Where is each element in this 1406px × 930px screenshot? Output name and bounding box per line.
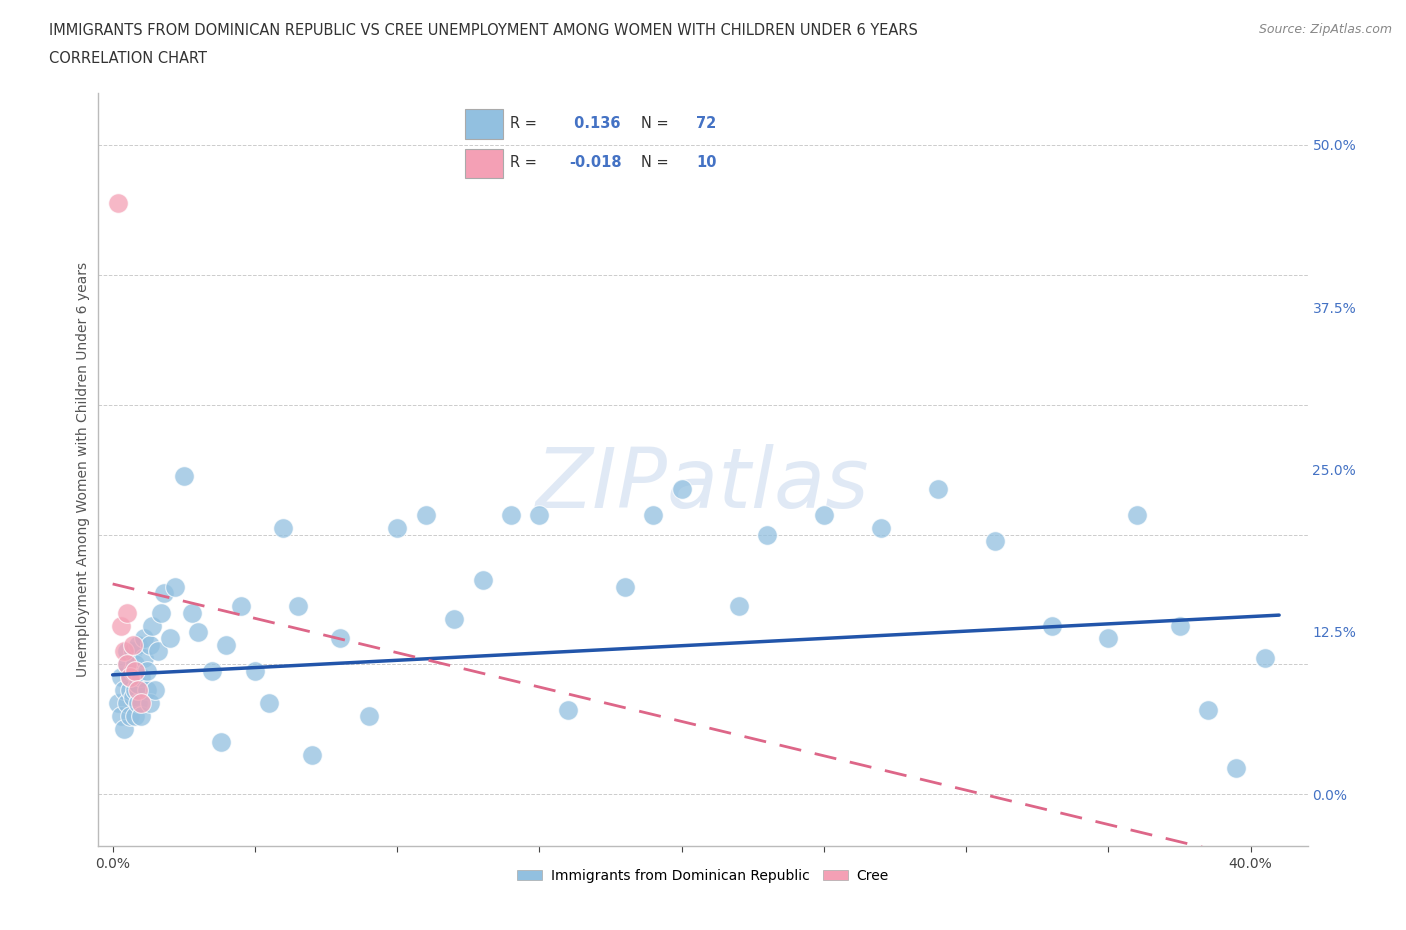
Point [927,482,949,497]
Point [201,663,224,678]
Point [1168,618,1191,633]
Point [121,644,143,659]
Point [127,683,149,698]
Point [301,748,323,763]
Point [165,579,187,594]
Point [110,670,132,684]
Point [243,663,266,678]
Point [173,469,195,484]
Point [529,508,551,523]
Point [138,696,160,711]
Text: CORRELATION CHART: CORRELATION CHART [49,51,207,66]
Text: IMMIGRANTS FROM DOMINICAN REPUBLIC VS CREE UNEMPLOYMENT AMONG WOMEN WITH CHILDRE: IMMIGRANTS FROM DOMINICAN REPUBLIC VS CR… [49,23,918,38]
Point [118,670,141,684]
Point [110,618,132,633]
Point [727,599,749,614]
Point [138,638,160,653]
Point [273,521,295,536]
Point [159,631,181,646]
Point [118,670,141,684]
Point [756,527,779,542]
Point [118,709,141,724]
Point [115,696,138,711]
Point [143,683,166,698]
Point [110,709,132,724]
Point [257,696,280,711]
Point [121,689,143,704]
Point [287,599,309,614]
Point [124,663,146,678]
Point [869,521,891,536]
Point [1097,631,1119,646]
Text: Source: ZipAtlas.com: Source: ZipAtlas.com [1258,23,1392,36]
Point [132,651,155,666]
Point [107,196,129,211]
Point [1040,618,1063,633]
Point [115,644,138,659]
Point [215,638,238,653]
Point [124,709,146,724]
Point [115,657,138,671]
Point [127,696,149,711]
Point [1225,761,1247,776]
Point [112,683,135,698]
Point [415,508,437,523]
Point [132,631,155,646]
Point [209,735,232,750]
Point [1197,702,1219,717]
Point [118,683,141,698]
Point [127,676,149,691]
Point [141,618,163,633]
Point [135,683,157,698]
Point [112,722,135,737]
Point [115,657,138,671]
Point [135,663,157,678]
Point [121,663,143,678]
Point [107,696,129,711]
Point [124,657,146,671]
Point [127,638,149,653]
Y-axis label: Unemployment Among Women with Children Under 6 years: Unemployment Among Women with Children U… [76,262,90,677]
Point [671,482,693,497]
Point [121,638,143,653]
Text: ZIPatlas: ZIPatlas [536,445,870,525]
Point [613,579,636,594]
Point [229,599,252,614]
Point [643,508,665,523]
Point [329,631,352,646]
Point [983,534,1005,549]
Point [153,586,176,601]
Legend: Immigrants from Dominican Republic, Cree: Immigrants from Dominican Republic, Cree [512,863,894,888]
Point [129,696,152,711]
Point [150,605,173,620]
Point [499,508,522,523]
Point [112,644,135,659]
Point [1254,651,1277,666]
Point [115,605,138,620]
Point [471,573,494,588]
Point [146,644,169,659]
Point [124,683,146,698]
Point [385,521,408,536]
Point [187,625,209,640]
Point [357,709,380,724]
Point [129,709,152,724]
Point [443,612,465,627]
Point [129,670,152,684]
Point [181,605,204,620]
Point [813,508,835,523]
Point [1126,508,1149,523]
Point [557,702,579,717]
